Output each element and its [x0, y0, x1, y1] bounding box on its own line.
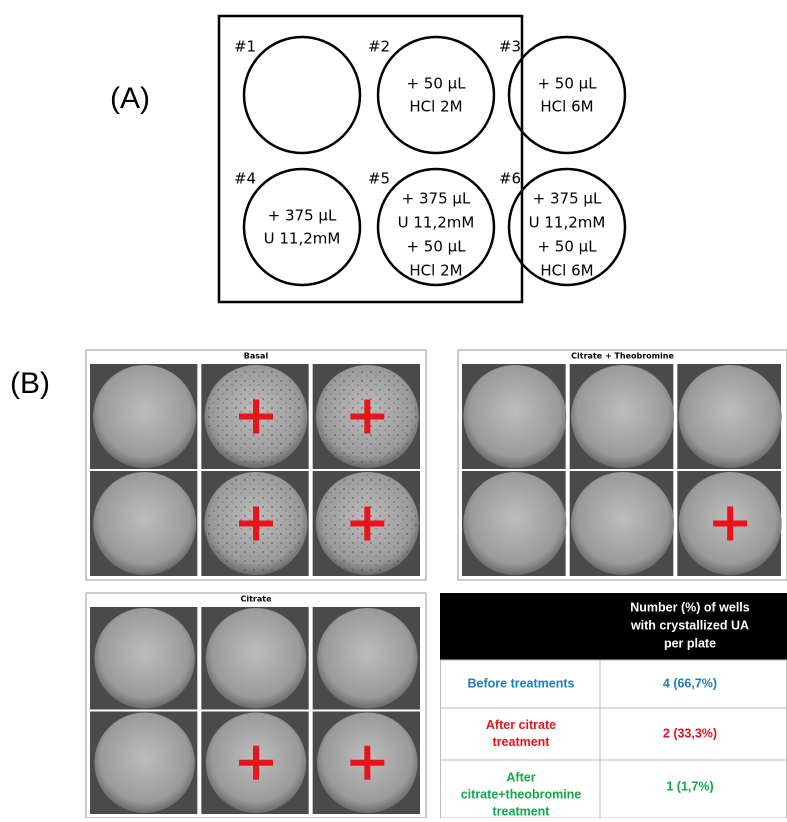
row-label: Before treatments	[468, 676, 575, 690]
well-text: U 11,2mM	[398, 214, 475, 232]
well-photo	[93, 365, 196, 468]
well-photo	[94, 713, 195, 814]
table-header-text: Number (%) of wells	[630, 600, 750, 614]
well-text: HCl 6M	[540, 262, 593, 280]
well-photo	[571, 472, 674, 575]
row-label: treatment	[493, 804, 551, 818]
well-photo	[679, 365, 782, 468]
table-header-text: with crystallized UA	[630, 618, 749, 632]
row-value: 4 (66,7%)	[663, 676, 717, 690]
row-value: 1 (1,7%)	[666, 779, 713, 793]
well	[509, 37, 625, 153]
well-text: HCl 2M	[409, 262, 462, 280]
well-text: HCl 6M	[540, 98, 593, 116]
well-text: U 11,2mM	[264, 230, 341, 248]
row-label: After citrate	[486, 718, 556, 732]
well-photo	[317, 608, 418, 709]
well-text: + 375 µL	[533, 190, 602, 208]
panel-label: (A)	[110, 82, 150, 115]
figure: (A) (B) #1 #2 + 50 µL HCl 2M #3 + 50 µL HCl 6M…	[0, 0, 787, 818]
well	[378, 37, 494, 153]
row-label: treatment	[493, 735, 551, 749]
well	[244, 37, 360, 153]
well-text: + 50 µL	[406, 75, 466, 93]
panel-label: (B)	[10, 367, 50, 400]
well-id: #1	[234, 38, 256, 56]
well-photo	[463, 472, 566, 575]
well-photo	[571, 365, 674, 468]
well-id: #3	[499, 38, 521, 56]
table-header-text: per plate	[664, 636, 716, 650]
plate-title: Basal	[244, 352, 269, 361]
well-id: #4	[234, 170, 256, 188]
well-photo	[93, 472, 196, 575]
row-label: After	[506, 770, 535, 784]
well	[244, 169, 360, 285]
well-id: #6	[499, 170, 521, 188]
well-text: + 375 µL	[268, 207, 337, 225]
well-text: + 50 µL	[406, 238, 466, 256]
well-text: + 375 µL	[402, 190, 471, 208]
plate-title: Citrate	[240, 595, 272, 604]
well-text: HCl 2M	[409, 98, 462, 116]
well-photo	[206, 608, 307, 709]
well-id: #2	[368, 38, 390, 56]
well-photo	[94, 608, 195, 709]
row-label: citrate+theobromine	[461, 787, 582, 801]
well-text: U 11,2mM	[529, 214, 606, 232]
well-text: + 50 µL	[537, 238, 597, 256]
well-id: #5	[368, 170, 390, 188]
well-text: + 50 µL	[537, 75, 597, 93]
plate-outline	[219, 16, 522, 302]
well-photo	[463, 365, 566, 468]
plate-title: Citrate + Theobromine	[571, 352, 674, 361]
row-value: 2 (33,3%)	[663, 726, 717, 740]
